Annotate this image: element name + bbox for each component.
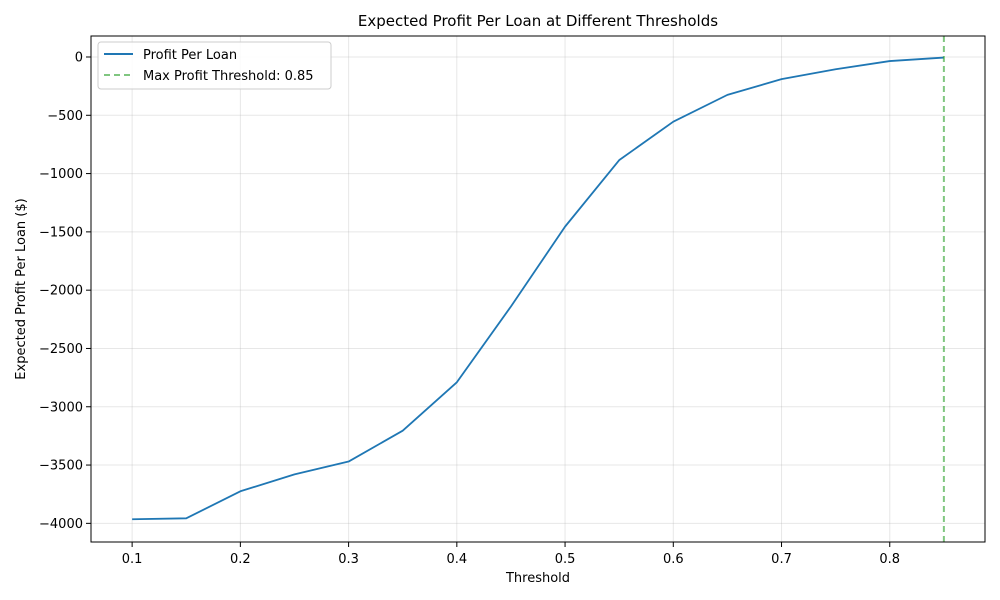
y-tick-label: −2500 xyxy=(39,342,83,357)
legend-label-profit-per-loan: Profit Per Loan xyxy=(143,48,237,63)
x-tick-label: 0.4 xyxy=(446,552,467,567)
y-tick-label: −2000 xyxy=(39,284,83,299)
y-tick-label: −3500 xyxy=(39,459,83,474)
legend-box xyxy=(97,41,332,90)
plot-frame xyxy=(90,35,986,543)
x-tick-label: 0.2 xyxy=(230,552,251,567)
x-tick-label: 0.5 xyxy=(555,552,576,567)
chart-title: Expected Profit Per Loan at Different Th… xyxy=(358,12,718,30)
grid xyxy=(91,36,985,542)
x-tick-label: 0.8 xyxy=(879,552,900,567)
x-axis-label: Threshold xyxy=(505,571,570,586)
x-tick-label: 0.3 xyxy=(338,552,359,567)
y-tick-label: −3000 xyxy=(39,400,83,415)
y-axis-ticks: −4000 −3500 −3000 −2500 −2000 −1500 −1000 −500 0 xyxy=(39,50,91,532)
series-line-profit-per-loan xyxy=(132,56,944,521)
y-tick-label: −500 xyxy=(47,109,83,124)
legend: Profit Per Loan Max Profit Threshold: 0.… xyxy=(97,41,332,90)
x-tick-label: 0.6 xyxy=(663,552,684,567)
x-tick-label: 0.7 xyxy=(771,552,792,567)
x-axis-ticks: 0.1 0.2 0.3 0.4 0.5 0.6 0.7 0.8 xyxy=(122,542,900,567)
y-tick-label: 0 xyxy=(75,50,83,65)
legend-label-max-profit-threshold: Max Profit Threshold: 0.85 xyxy=(143,69,314,84)
y-tick-label: −4000 xyxy=(39,517,83,532)
y-tick-label: −1500 xyxy=(39,225,83,240)
y-tick-label: −1000 xyxy=(39,167,83,182)
y-axis-label: Expected Profit Per Loan ($) xyxy=(14,198,29,379)
series-layer xyxy=(132,36,945,542)
x-tick-label: 0.1 xyxy=(122,552,143,567)
